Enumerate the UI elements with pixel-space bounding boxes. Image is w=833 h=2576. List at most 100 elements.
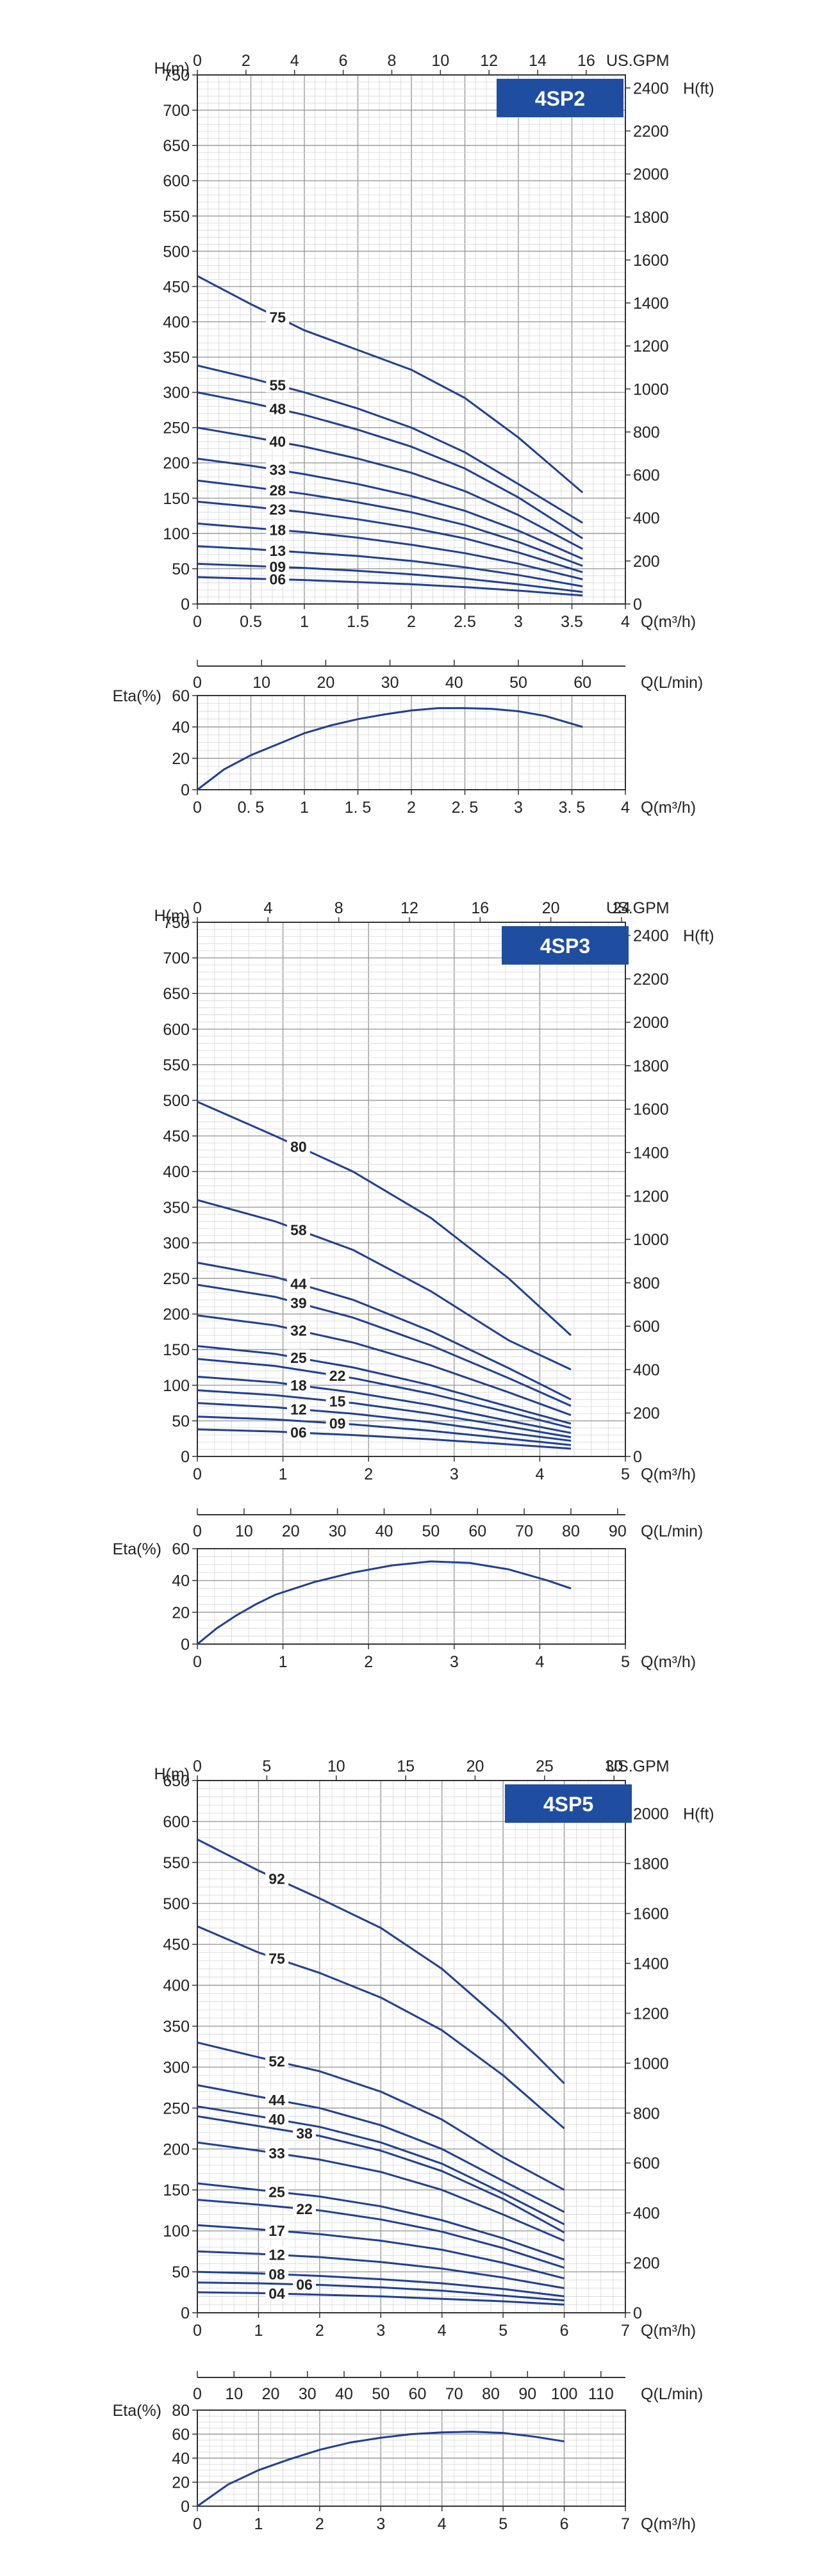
flow-axis-label: Q(L/min) [641,2385,703,2403]
head-curve-58 [197,1199,572,1371]
left-tick-label: 250 [163,420,190,437]
head-curve-08 [197,2270,565,2297]
curve-label-bg [265,1870,289,1886]
right-tick-label: 0 [633,2304,642,2322]
bottom-tick-label: 0 [193,1465,202,1483]
head-plot-frame [197,922,626,1457]
curve-label-09: 09 [329,1415,346,1431]
head-curve-23 [197,500,583,573]
curve-label-06: 06 [290,1424,307,1441]
left-tick-label: 200 [163,455,190,473]
bottom-tick-label: 5 [499,2322,507,2340]
right-tick-label: 200 [633,553,660,571]
bottom-tick-label: 0 [193,613,202,631]
bottom-tick-label: 4 [438,2322,447,2340]
top-tick-label: 4 [263,899,272,917]
left-tick-label: 0 [181,1448,190,1466]
curve-label-22: 22 [329,1367,346,1384]
left-tick-label: 500 [163,243,190,261]
curve-label-bg [266,309,290,325]
bottom-tick-label: 2 [364,1465,373,1483]
curve-label-13: 13 [269,542,286,559]
curve-label-55: 55 [269,377,286,394]
left-tick-label: 200 [163,1306,190,1324]
left-tick-label: 500 [163,1895,190,1913]
top-tick-label: 12 [480,52,498,70]
top-tick-label: 12 [400,899,418,917]
eta-x-tick-label: 2 [407,799,416,817]
flow-tick-label: 90 [609,1522,627,1540]
flow-tick-label: 50 [509,674,527,692]
curve-label-75: 75 [268,1950,285,1967]
head-curve-44 [197,2084,565,2213]
efficiency-curve [197,707,583,791]
top-tick-label: 16 [471,899,489,917]
left-tick-label: 750 [163,914,190,932]
eta-x-tick-label: 1. 5 [345,799,372,817]
right-tick-label: 1800 [633,1057,669,1075]
right-tick-label: 600 [633,467,660,485]
eta-tick-label: 80 [172,2402,190,2420]
top-tick-label: 4 [290,52,299,70]
right-tick-label: 1200 [633,1187,669,1205]
flow-axis-label: Q(L/min) [641,1522,703,1540]
eta-x-tick-label: 0. 5 [238,799,265,817]
right-tick-label: 2400 [633,927,669,945]
right-tick-label: 1800 [633,209,669,227]
curve-label-bg [286,1349,310,1365]
eta-plot-frame [197,1548,626,1645]
curve-label-58: 58 [290,1221,307,1238]
left-tick-label: 100 [163,1377,190,1395]
top-tick-label: 20 [466,1757,484,1775]
bottom-axis-label: Q(m³/h) [641,1465,696,1483]
curve-label-bg [293,2200,316,2216]
eta-x-tick-label: 4 [535,1653,544,1671]
curve-label-bg [266,521,290,537]
eta-tick-label: 0 [181,781,190,799]
right-tick-label: 1000 [633,1231,669,1249]
left-tick-label: 500 [163,1092,190,1110]
flow-axis-label: Q(L/min) [641,674,703,692]
top-axis-label: US.GPM [606,1757,670,1775]
curve-label-18: 18 [269,521,286,538]
head-curve-55 [197,364,583,524]
eta-tick-label: 20 [172,750,190,768]
left-tick-label: 600 [163,1021,190,1039]
curve-label-bg [326,1367,349,1383]
flow-tick-label: 30 [329,1522,347,1540]
left-tick-label: 50 [172,560,190,578]
curve-label-bg [265,2222,289,2238]
flow-tick-label: 80 [562,1522,580,1540]
curve-label-bg [266,542,290,558]
head-curve-25 [197,1345,572,1425]
curve-label-bg [266,433,290,449]
head-curve-52 [197,2041,565,2191]
head-curve-09 [197,1415,572,1446]
curve-label-33: 33 [269,462,286,478]
bottom-tick-label: 1.5 [347,613,369,631]
flow-tick-label: 10 [235,1522,253,1540]
flow-tick-label: 70 [445,2385,463,2403]
flow-tick-label: 30 [299,2385,317,2403]
left-tick-label: 650 [163,1772,190,1790]
eta-tick-label: 60 [172,2426,190,2444]
top-axis-label: US.GPM [606,899,670,917]
right-tick-label: 1400 [633,295,669,313]
left-axis-label: H(m) [154,1765,190,1783]
head-curve-04 [197,2291,565,2306]
bottom-tick-label: 4 [535,1465,544,1483]
left-tick-label: 650 [163,137,190,155]
eta-x-tick-label: 4 [438,2515,447,2533]
curve-label-bg [286,1401,310,1417]
right-tick-label: 200 [633,1405,660,1423]
top-tick-label: 10 [327,1757,345,1775]
curve-label-bg [326,1393,349,1409]
bottom-tick-label: 0 [193,2322,202,2340]
flow-tick-label: 60 [409,2385,427,2403]
top-tick-label: 0 [193,899,202,917]
eta-tick-label: 60 [172,1540,190,1558]
flow-tick-label: 0 [193,2385,202,2403]
right-tick-label: 1800 [633,1855,669,1873]
head-curve-09 [197,562,583,593]
curve-label-bg [265,2091,289,2107]
